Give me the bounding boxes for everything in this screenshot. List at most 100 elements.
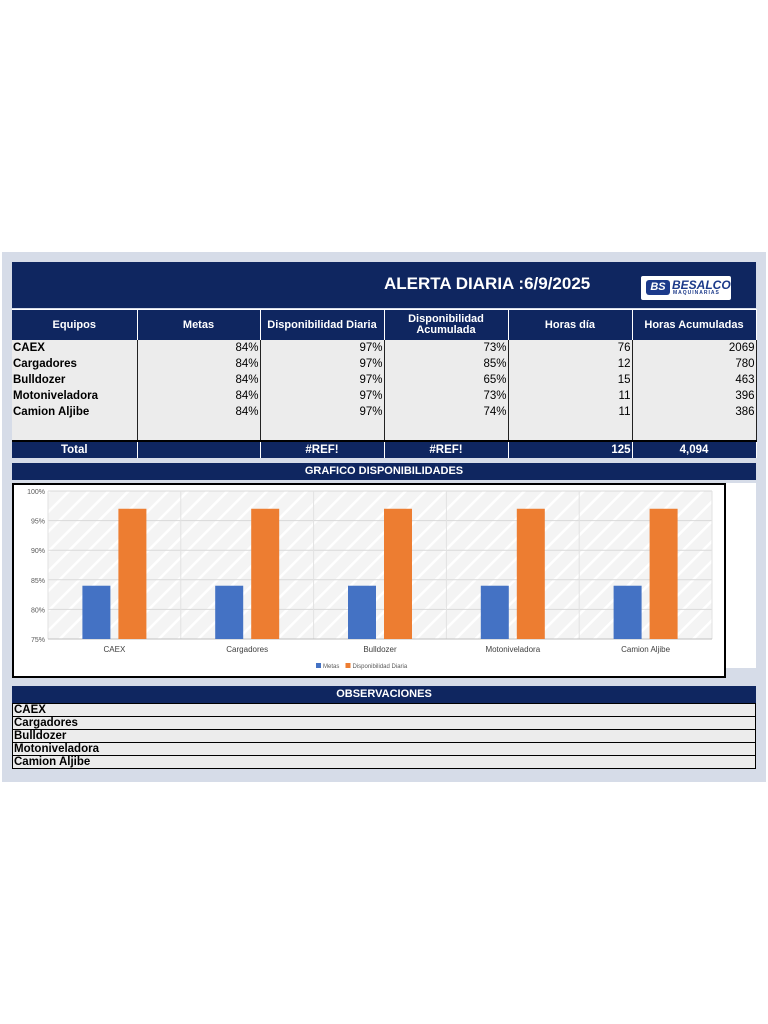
logo-mark: BS (646, 280, 670, 295)
chart-section-title: GRAFICO DISPONIBILIDADES (12, 463, 756, 480)
y-tick-label: 85% (31, 578, 45, 585)
title-bar (12, 262, 756, 308)
cell-horas-dia: 11 (508, 388, 633, 404)
table-row: Camion Aljibe 84% 97% 74% 11 386 (12, 404, 757, 420)
y-tick-label: 90% (31, 548, 45, 555)
total-label: Total (12, 440, 138, 458)
bar-disp-diaria (516, 508, 545, 639)
availability-chart: 75% 80% 85% 90% 95% 100% CAEX Cargadores Bulldoz… (12, 483, 726, 678)
availability-table: Equipos Metas Disponibilidad Diaria Disp… (12, 309, 757, 458)
cell-horas-acumuladas: 386 (632, 404, 757, 420)
observations-title: OBSERVACIONES (12, 686, 756, 703)
cell-disp-diaria: 97% (260, 404, 385, 420)
bar-metas (348, 585, 376, 639)
col-header-disp-diaria: Disponibilidad Diaria (260, 309, 385, 340)
observation-item: Cargadores (13, 717, 755, 730)
cell-horas-acumuladas: 463 (632, 372, 757, 388)
total-metas (137, 440, 261, 458)
cell-metas: 84% (137, 356, 261, 372)
table-header-row: Equipos Metas Disponibilidad Diaria Disp… (12, 309, 757, 340)
bar-disp-diaria (384, 508, 412, 639)
cell-disp-diaria: 97% (260, 340, 385, 356)
table-row: Motoniveladora 84% 97% 73% 11 396 (12, 388, 757, 404)
bar-metas (82, 585, 111, 639)
observations-list: CAEX Cargadores Bulldozer Motoniveladora… (12, 703, 756, 769)
y-tick-label: 80% (31, 607, 45, 614)
cell-equipo: Bulldozer (12, 372, 138, 388)
col-header-metas: Metas (137, 309, 261, 340)
bar-disp-diaria (118, 508, 147, 639)
col-header-equipos: Equipos (12, 309, 138, 340)
report-title: ALERTA DIARIA :6/9/2025 (384, 274, 591, 293)
observation-item: CAEX (13, 704, 755, 717)
cell-horas-acumuladas: 780 (632, 356, 757, 372)
observation-item: Motoniveladora (13, 743, 755, 756)
y-tick-label: 100% (27, 489, 45, 496)
cell-disp-diaria: 97% (260, 356, 385, 372)
observation-item: Camion Aljibe (13, 756, 755, 768)
spacer-cell (12, 420, 138, 441)
cell-disp-diaria: 97% (260, 372, 385, 388)
legend-label: Metas (323, 664, 339, 670)
cell-metas: 84% (137, 404, 261, 420)
logo-subtitle: MAQUINARIAS (673, 290, 720, 296)
total-disp-acumulada: #REF! (384, 440, 509, 458)
total-horas-acumuladas: 4,094 (632, 440, 757, 458)
spacer-cell (137, 420, 261, 441)
plot-area (48, 491, 712, 639)
cell-equipo: Cargadores (12, 356, 138, 372)
cell-equipo: CAEX (12, 340, 138, 356)
table-spacer-row (12, 420, 757, 441)
spacer-cell (260, 420, 385, 441)
logo-name: BESALCO (672, 278, 731, 292)
cell-horas-dia: 11 (508, 404, 633, 420)
x-tick-label: Camion Aljibe (621, 645, 670, 654)
cell-metas: 84% (137, 372, 261, 388)
spacer-cell (384, 420, 509, 441)
total-disp-diaria: #REF! (260, 440, 385, 458)
cell-disp-diaria: 97% (260, 388, 385, 404)
bar-metas (480, 585, 509, 639)
bar-metas (215, 585, 244, 639)
cell-horas-dia: 76 (508, 340, 633, 356)
x-tick-label: Bulldozer (363, 645, 397, 654)
y-tick-label: 75% (31, 637, 45, 644)
y-tick-label: 95% (31, 519, 45, 526)
cell-metas: 84% (137, 340, 261, 356)
table-row: CAEX 84% 97% 73% 76 2069 (12, 340, 757, 356)
company-logo: BS BESALCO MAQUINARIAS (641, 276, 731, 300)
cell-metas: 84% (137, 388, 261, 404)
chart-svg: 75% 80% 85% 90% 95% 100% CAEX Cargadores Bulldoz… (27, 489, 713, 670)
cell-horas-acumuladas: 396 (632, 388, 757, 404)
legend-swatch (345, 663, 351, 668)
x-tick-label: Cargadores (226, 645, 268, 654)
cell-horas-dia: 15 (508, 372, 633, 388)
bar-disp-diaria (649, 508, 678, 639)
cell-disp-acumulada: 65% (384, 372, 509, 388)
table-row: Bulldozer 84% 97% 65% 15 463 (12, 372, 757, 388)
cell-equipo: Camion Aljibe (12, 404, 138, 420)
cell-equipo: Motoniveladora (12, 388, 138, 404)
chart-side-panel (726, 483, 756, 668)
observation-item: Bulldozer (13, 730, 755, 743)
cell-disp-acumulada: 85% (384, 356, 509, 372)
table-row: Cargadores 84% 97% 85% 12 780 (12, 356, 757, 372)
col-header-horas-dia: Horas día (508, 309, 633, 340)
total-horas-dia: 125 (508, 440, 633, 458)
bar-disp-diaria (251, 508, 280, 639)
legend-swatch (316, 663, 321, 668)
spacer-cell (632, 420, 757, 441)
cell-disp-acumulada: 73% (384, 388, 509, 404)
spacer-cell (508, 420, 633, 441)
cell-horas-dia: 12 (508, 356, 633, 372)
bar-metas (613, 585, 642, 639)
col-header-horas-acumuladas: Horas Acumuladas (632, 309, 757, 340)
x-tick-label: CAEX (104, 645, 126, 654)
cell-disp-acumulada: 74% (384, 404, 509, 420)
legend-label: Disponibilidad Diaria (353, 664, 408, 670)
x-tick-label: Motoniveladora (485, 645, 540, 654)
col-header-disp-acumulada: Disponibilidad Acumulada (384, 309, 509, 340)
table-total-row: Total #REF! #REF! 125 4,094 (12, 440, 757, 458)
cell-horas-acumuladas: 2069 (632, 340, 757, 356)
cell-disp-acumulada: 73% (384, 340, 509, 356)
